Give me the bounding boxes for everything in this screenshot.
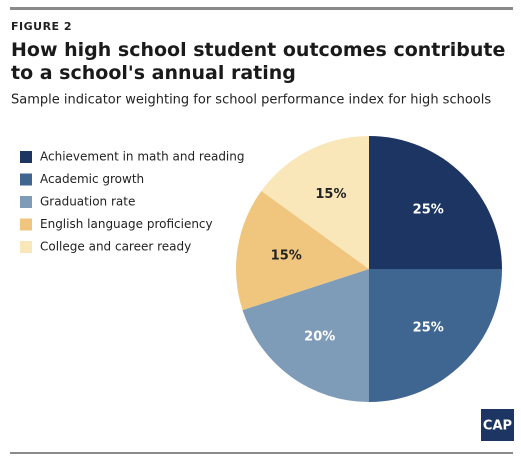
legend-label: Achievement in math and reading xyxy=(40,150,245,164)
pie-slice xyxy=(369,269,502,402)
slice-label: 20% xyxy=(304,329,335,344)
chart-subtitle: Sample indicator weighting for school pe… xyxy=(11,93,491,108)
pie-slice xyxy=(369,136,502,269)
pie-slice xyxy=(242,269,369,402)
pie-slice xyxy=(261,136,369,269)
legend-label: College and career ready xyxy=(40,240,191,254)
slice-label: 15% xyxy=(271,248,302,263)
slice-label: 25% xyxy=(413,202,444,217)
legend-label: Graduation rate xyxy=(40,195,135,209)
pie: 25% 25% 20% 15% 15% xyxy=(236,136,502,402)
legend-label: Academic growth xyxy=(40,172,144,186)
legend-swatch xyxy=(20,151,32,163)
logo: CAP xyxy=(483,419,512,434)
legend-swatch xyxy=(20,241,32,253)
bottom-rule xyxy=(10,452,513,454)
pie-slice xyxy=(236,190,369,311)
top-rule xyxy=(10,7,513,10)
slice-label: 15% xyxy=(315,187,346,202)
legend: Achievement in math and reading Academic … xyxy=(20,150,245,254)
figure-label: FIGURE 2 xyxy=(11,20,72,33)
legend-swatch xyxy=(20,218,32,231)
legend-swatch xyxy=(20,196,32,208)
slice-label: 25% xyxy=(413,321,444,336)
legend-label: English language proficiency xyxy=(40,217,213,231)
legend-swatch xyxy=(20,173,32,186)
chart-title: How high school student outcomes contrib… xyxy=(11,39,505,84)
logo-box xyxy=(481,409,514,441)
